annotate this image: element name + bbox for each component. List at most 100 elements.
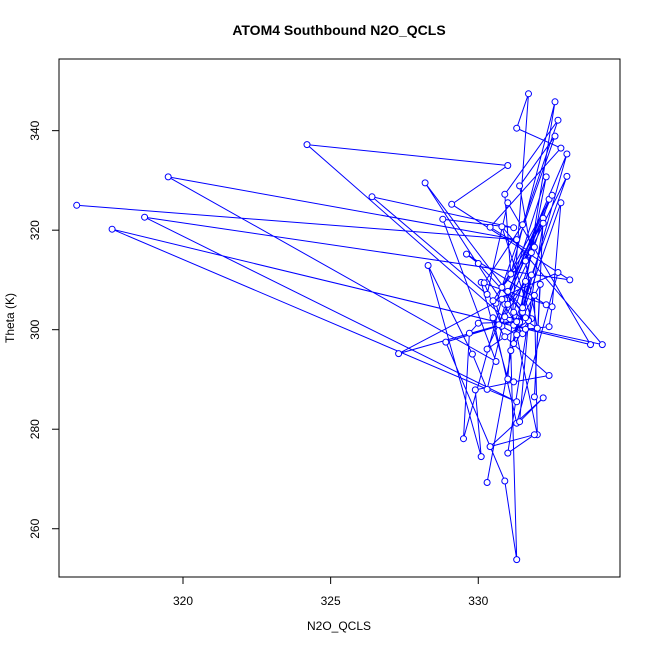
y-tick-label: 260 [28,518,42,538]
data-point [557,144,565,152]
data-point [510,224,518,232]
data-point [483,345,491,353]
data-point [548,303,556,311]
data-point [465,329,473,337]
data-point [471,386,479,394]
data-point [536,280,544,288]
data-point [548,191,556,199]
data-point [545,372,553,379]
data-point [539,219,547,227]
data-point [507,347,515,355]
data-point [504,300,512,308]
data-point [460,435,467,443]
data-point [489,297,497,305]
data-point [566,276,574,284]
data-point [486,223,494,231]
data-point [513,124,521,132]
data-point [501,313,509,321]
data-point [557,199,565,207]
data-point [480,279,488,287]
data-point [516,182,524,190]
data-point [303,141,311,149]
data-point [563,172,571,180]
data-point [542,173,550,181]
data-point [501,477,509,485]
data-point [498,223,506,231]
data-point [539,394,547,402]
data-point [551,132,559,140]
data-point [513,398,521,406]
data-point [489,314,497,322]
y-tick-label: 340 [28,120,42,140]
data-point [510,378,518,386]
data-point [513,318,521,326]
data-point [516,418,524,426]
data-point [448,200,456,208]
data-point [368,193,376,201]
data-point [73,201,81,209]
data-point [510,340,518,348]
data-point [483,479,491,486]
data-point [587,341,594,349]
data-point [504,449,512,457]
x-axis-label: N2O_QCLS [307,619,371,633]
data-point [501,190,509,198]
data-point [527,271,535,279]
chart-title: ATOM4 Southbound N2O_QCLS [232,22,445,38]
data-point [504,375,512,383]
y-tick-label: 280 [28,419,42,439]
data-point [498,283,506,291]
data-point [501,333,509,341]
y-axis: 260 280 300 320 340 [28,120,60,539]
y-tick-label: 320 [28,220,42,240]
data-point [463,250,470,258]
data-point [164,173,172,181]
y-tick-label: 300 [28,319,42,339]
data-point [468,350,476,358]
data-point [513,556,521,564]
data-point [486,443,494,451]
y-axis-label: Theta (K) [3,293,17,343]
data-point [504,199,512,207]
data-point [530,393,538,401]
x-tick-label: 320 [173,594,193,608]
data-point [530,243,538,251]
data-point [477,453,485,461]
data-point [522,325,529,333]
data-point [513,331,521,339]
data-point [483,290,491,298]
data-point [522,314,529,322]
data-point [474,260,482,267]
data-point [108,225,116,233]
data-point [510,308,518,316]
data-point [442,338,450,346]
data-point [519,304,527,312]
data-point [542,301,550,309]
data-point [492,358,500,365]
x-tick-label: 325 [321,594,341,608]
data-point [530,291,538,299]
data-point [504,162,512,169]
x-axis: 320 325 330 [173,576,489,608]
data-point [563,150,571,158]
data-point [530,431,538,439]
data-point [495,321,503,329]
data-point [598,341,606,349]
data-point [522,257,529,265]
data-point [551,98,559,106]
data-point [424,262,432,269]
data-point [141,213,149,221]
data-point [554,269,562,276]
x-tick-label: 330 [468,594,488,608]
data-point [533,324,541,332]
data-point [522,277,529,285]
data-point [395,350,403,358]
data-point [504,287,512,295]
data-point [513,236,521,244]
data-point [474,319,482,327]
data-point [498,295,506,303]
data-point [439,215,447,223]
data-point [507,270,515,278]
